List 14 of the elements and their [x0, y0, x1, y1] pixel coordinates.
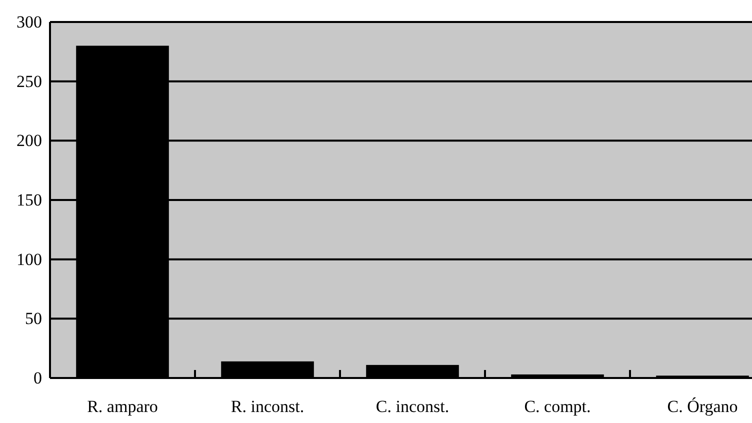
x-tick-label: R. inconst. — [230, 397, 304, 416]
bar — [366, 364, 459, 378]
y-tick-label: 100 — [16, 250, 42, 269]
y-tick-label: 300 — [16, 12, 42, 32]
bar — [221, 361, 314, 378]
y-tick-label: 50 — [25, 309, 42, 328]
y-tick-label: 0 — [34, 368, 42, 388]
x-tick-label: C. inconst. — [376, 397, 450, 416]
y-tick-label: 200 — [16, 131, 42, 150]
y-tick-label: 250 — [16, 72, 42, 91]
y-tick-label: 150 — [16, 190, 42, 210]
x-tick-label: C. Órgano — [667, 397, 738, 416]
x-tick-label: C. compt. — [524, 397, 591, 416]
x-tick-label: R. amparo — [87, 397, 158, 416]
